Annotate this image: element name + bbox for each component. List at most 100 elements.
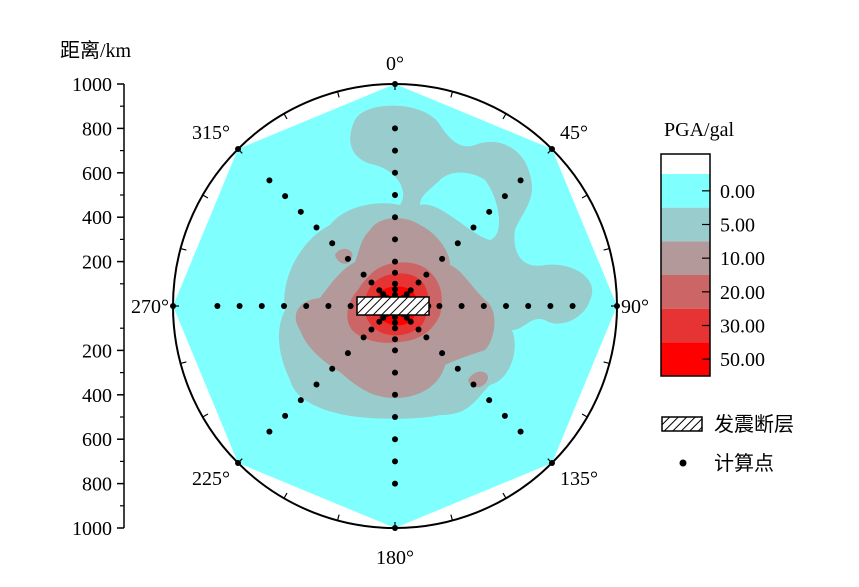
- calc-point: [470, 224, 477, 231]
- calc-point: [392, 347, 398, 354]
- calc-point: [344, 350, 351, 357]
- calc-point: [517, 177, 524, 184]
- radial-tick-label: 1000: [72, 74, 112, 96]
- calc-point: [214, 303, 221, 309]
- calc-point: [403, 314, 410, 321]
- calc-point: [423, 334, 430, 341]
- calc-point: [329, 240, 336, 247]
- calc-point: [235, 459, 242, 466]
- radial-axis: 距离/km 1000 800 600 400 200 200 400 600 800 1000: [60, 39, 132, 540]
- radial-tick-label: 600: [82, 429, 112, 451]
- calc-point: [501, 193, 508, 200]
- legend-point-label: 计算点: [714, 452, 774, 475]
- calc-point: [392, 269, 398, 276]
- angle-label-180: 180°: [376, 547, 414, 569]
- angle-label-90: 90°: [621, 296, 649, 318]
- calc-point: [392, 125, 398, 132]
- legend: 发震断层 计算点: [661, 413, 794, 475]
- legend-fault-symbol: [661, 416, 703, 432]
- calc-point: [423, 271, 430, 278]
- calc-point: [439, 350, 446, 357]
- calc-point: [454, 240, 461, 247]
- calc-point: [525, 303, 532, 309]
- calc-point: [407, 318, 414, 325]
- calc-point: [236, 303, 243, 309]
- angle-label-45: 45°: [560, 122, 588, 144]
- calc-point: [376, 287, 383, 294]
- calc-point: [548, 146, 555, 153]
- calc-point: [392, 480, 398, 487]
- calc-point: [303, 303, 310, 309]
- calc-point: [480, 303, 487, 309]
- polar-minor-ticks: [173, 84, 617, 528]
- calc-point: [170, 303, 176, 309]
- calc-point: [470, 381, 477, 388]
- calc-point: [282, 412, 289, 419]
- calc-point: [439, 255, 446, 262]
- radial-tick-label: 800: [82, 118, 112, 140]
- colorbar-swatch: [661, 342, 710, 376]
- legend-fault-label: 发震断层: [714, 413, 794, 436]
- calc-point: [569, 303, 576, 309]
- calc-point: [392, 458, 398, 465]
- calc-point: [392, 391, 398, 398]
- calc-point: [392, 436, 398, 443]
- calc-point: [325, 303, 332, 309]
- calc-point: [368, 326, 375, 333]
- colorbar: PGA/gal 0.00 5.00 10.00 20.00 30.00 50.00: [660, 119, 765, 377]
- calc-point: [486, 397, 493, 404]
- calc-point: [266, 177, 273, 184]
- calc-point: [407, 287, 414, 294]
- angle-label-225: 225°: [192, 468, 230, 490]
- angle-label-270: 270°: [131, 296, 169, 318]
- angle-label-0: 0°: [386, 53, 404, 75]
- calc-point: [392, 169, 398, 176]
- calc-point: [403, 291, 410, 298]
- angle-label-135: 135°: [560, 468, 598, 490]
- calc-point: [392, 147, 398, 154]
- radial-tick-label: 400: [82, 207, 112, 229]
- calc-point: [392, 325, 398, 332]
- calc-point: [380, 291, 387, 298]
- calc-point: [392, 236, 398, 243]
- colorbar-swatch: [661, 275, 710, 309]
- radial-tick-label: 800: [82, 474, 112, 496]
- colorbar-level-label: 0.00: [720, 181, 755, 203]
- calc-point: [548, 459, 555, 466]
- calc-point: [313, 381, 320, 388]
- calc-point: [392, 414, 398, 420]
- calc-point: [415, 326, 422, 333]
- angle-label-315: 315°: [192, 122, 230, 144]
- radial-tick-label: 200: [82, 252, 112, 274]
- calc-point: [313, 224, 320, 231]
- legend-point-symbol: [679, 459, 687, 467]
- calc-point: [392, 525, 398, 531]
- calc-point: [503, 303, 509, 309]
- colorbar-title: PGA/gal: [664, 119, 734, 141]
- radial-tick-label: 600: [82, 163, 112, 185]
- calc-point: [347, 303, 354, 309]
- calc-point: [486, 208, 493, 215]
- colorbar-level-label: 50.00: [720, 349, 765, 371]
- calc-point: [415, 279, 422, 286]
- radial-tick-label: 1000: [72, 518, 112, 540]
- calc-point: [458, 303, 465, 309]
- radial-axis-title: 距离/km: [60, 39, 132, 62]
- calc-point: [547, 303, 554, 309]
- calc-point: [392, 369, 398, 376]
- calc-point: [454, 365, 461, 372]
- calc-point: [392, 192, 398, 198]
- colorbar-level-label: 5.00: [720, 215, 755, 237]
- angle-labels: 0° 45° 90° 135° 180° 225° 270° 315°: [131, 53, 649, 569]
- colorbar-swatch: [661, 241, 710, 275]
- calc-point: [329, 365, 336, 372]
- calc-point: [614, 303, 620, 309]
- colorbar-swatch: [661, 207, 710, 242]
- calc-point: [297, 397, 304, 404]
- calc-point: [297, 208, 304, 215]
- calc-point: [392, 81, 398, 87]
- colorbar-level-label: 20.00: [720, 282, 765, 304]
- calc-point: [501, 412, 508, 419]
- calc-point: [392, 280, 398, 287]
